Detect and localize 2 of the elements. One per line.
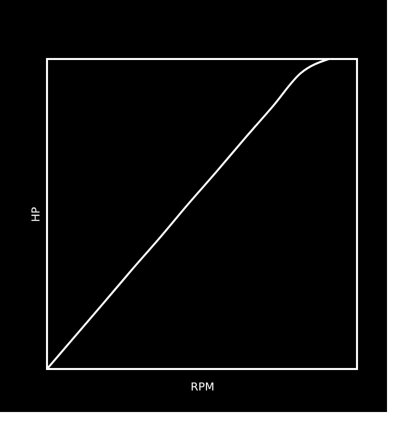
y-axis-title: HP	[30, 206, 42, 222]
x-axis-title: RPM	[190, 380, 214, 394]
